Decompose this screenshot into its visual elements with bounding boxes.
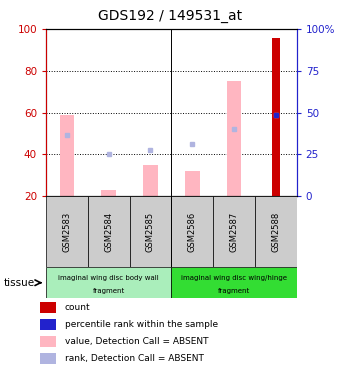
Bar [40, 319, 56, 330]
Bar [101, 190, 116, 196]
Text: fragment: fragment [218, 288, 250, 294]
Text: GSM2587: GSM2587 [229, 212, 238, 251]
Text: tissue: tissue [3, 278, 34, 288]
Bar [185, 171, 199, 196]
Bar [255, 196, 297, 267]
Text: value, Detection Call = ABSENT: value, Detection Call = ABSENT [64, 337, 208, 346]
Bar [172, 196, 213, 267]
Bar [46, 267, 171, 298]
Text: rank, Detection Call = ABSENT: rank, Detection Call = ABSENT [64, 354, 204, 363]
Text: percentile rank within the sample: percentile rank within the sample [64, 320, 218, 329]
Bar [88, 196, 130, 267]
Text: GSM2585: GSM2585 [146, 212, 155, 251]
Text: GDS192 / 149531_at: GDS192 / 149531_at [99, 9, 242, 23]
Text: fragment: fragment [92, 288, 125, 294]
Bar [60, 115, 74, 196]
Bar [40, 353, 56, 364]
Bar [227, 81, 241, 196]
Bar [46, 196, 88, 267]
Bar [40, 336, 56, 347]
Text: GSM2583: GSM2583 [62, 212, 71, 251]
Text: GSM2586: GSM2586 [188, 212, 197, 251]
Bar [213, 196, 255, 267]
Bar [143, 165, 158, 196]
Text: imaginal wing disc wing/hinge: imaginal wing disc wing/hinge [181, 275, 287, 281]
Text: GSM2588: GSM2588 [271, 212, 280, 251]
Bar [40, 302, 56, 313]
Bar [130, 196, 172, 267]
Bar [272, 38, 280, 196]
Bar [172, 267, 297, 298]
Text: GSM2584: GSM2584 [104, 212, 113, 251]
Text: count: count [64, 303, 90, 312]
Text: imaginal wing disc body wall: imaginal wing disc body wall [58, 275, 159, 281]
